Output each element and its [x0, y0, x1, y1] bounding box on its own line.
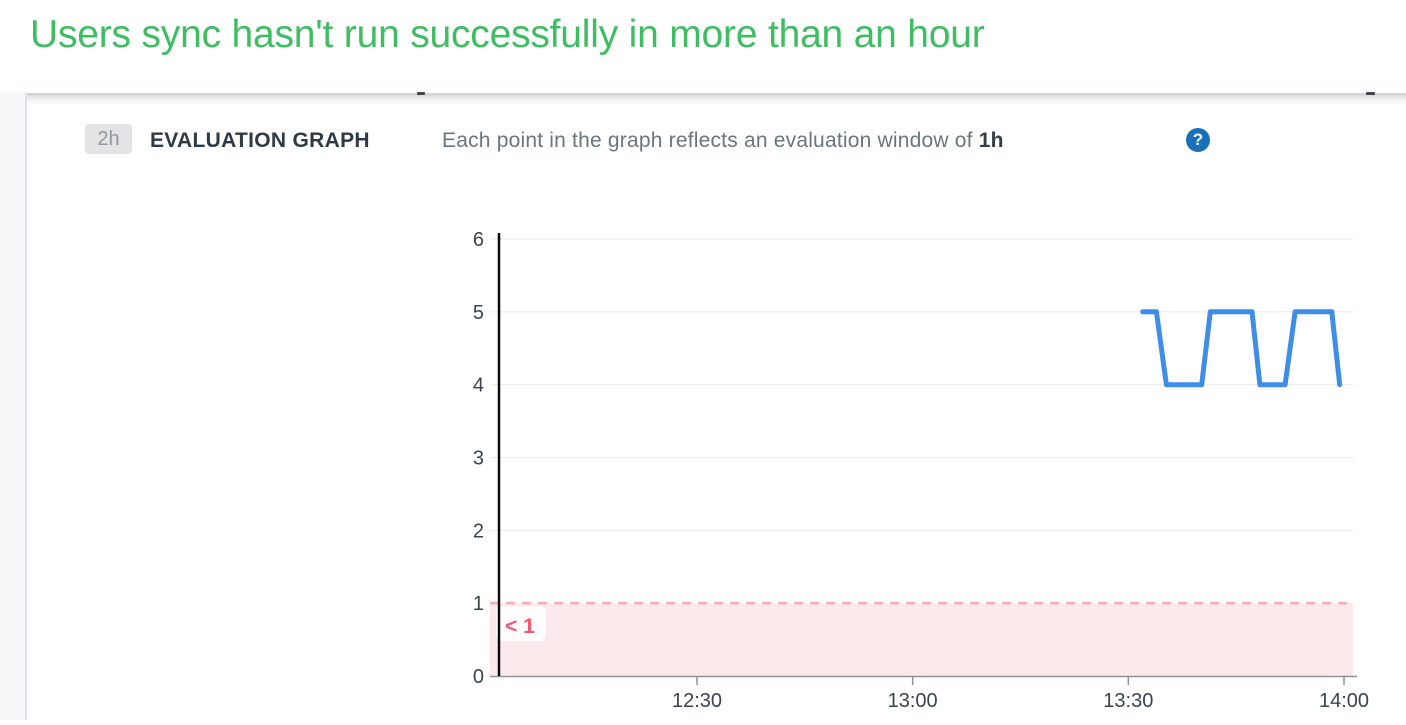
- alert-title-bar: Users sync hasn't run successfully in mo…: [0, 0, 1406, 93]
- x-tick-label: 13:00: [888, 690, 938, 712]
- left-gutter: [0, 93, 27, 720]
- y-tick-label: 3: [473, 448, 484, 470]
- clipped-content-artifact: [417, 92, 425, 95]
- evaluation-description-text: Each point in the graph reflects an eval…: [442, 129, 979, 152]
- x-tick-label: 13:30: [1103, 690, 1153, 712]
- y-tick-label: 2: [473, 520, 484, 542]
- help-icon[interactable]: ?: [1186, 128, 1210, 152]
- question-mark-glyph: ?: [1192, 130, 1204, 149]
- y-tick-label: 1: [473, 593, 484, 615]
- y-tick-label: 4: [473, 375, 484, 397]
- evaluation-window-value: 1h: [978, 129, 1004, 152]
- x-tick-label: 14:00: [1319, 690, 1369, 712]
- y-tick-label: 6: [473, 229, 484, 251]
- evaluation-window-badge: 2h: [85, 124, 132, 154]
- threshold-label-box: [496, 606, 546, 642]
- threshold-label: < 1: [505, 615, 535, 638]
- x-tick-label: 12:30: [672, 690, 722, 712]
- y-tick-label: 0: [473, 666, 484, 688]
- threshold-region: [490, 603, 1353, 676]
- header-divider: [27, 92, 1406, 106]
- evaluation-description: Each point in the graph reflects an eval…: [442, 129, 1004, 153]
- series-line: [1140, 309, 1343, 388]
- alert-title: Users sync hasn't run successfully in mo…: [30, 13, 985, 56]
- evaluation-graph-label: EVALUATION GRAPH: [150, 129, 370, 152]
- clipped-content-artifact: [1366, 92, 1375, 95]
- y-tick-label: 5: [473, 302, 484, 324]
